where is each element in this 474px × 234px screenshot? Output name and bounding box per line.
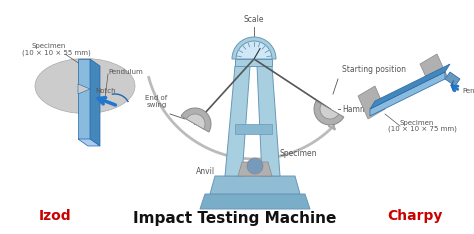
Polygon shape [90,59,100,146]
Text: End of
swing: End of swing [145,95,167,107]
Polygon shape [420,54,447,86]
Text: Specimen: Specimen [32,43,66,49]
Polygon shape [370,64,450,109]
Text: Izod: Izod [39,209,71,223]
Polygon shape [235,59,272,66]
Polygon shape [225,66,250,176]
Text: Starting position: Starting position [342,65,406,73]
Text: Pendulum: Pendulum [108,69,143,75]
Wedge shape [236,41,272,59]
Wedge shape [181,108,211,132]
Polygon shape [200,194,310,209]
Polygon shape [78,84,90,94]
Polygon shape [78,59,90,139]
Polygon shape [210,176,300,194]
Text: (10 × 10 × 55 mm): (10 × 10 × 55 mm) [22,50,91,56]
Wedge shape [247,158,263,174]
Text: Hammer: Hammer [342,105,375,113]
Ellipse shape [35,58,135,113]
Text: Pendulum: Pendulum [462,88,474,94]
Text: Anvil: Anvil [196,167,215,176]
Text: Impact Testing Machine: Impact Testing Machine [133,212,337,227]
Wedge shape [232,37,276,59]
Wedge shape [186,114,205,129]
Polygon shape [78,139,100,146]
Polygon shape [238,162,272,176]
Polygon shape [257,66,280,176]
Wedge shape [314,101,344,125]
Polygon shape [235,124,272,134]
Polygon shape [358,86,385,119]
Text: Notch: Notch [95,88,116,94]
Polygon shape [370,72,445,116]
Text: Specimen: Specimen [400,120,434,126]
Wedge shape [320,104,338,119]
Polygon shape [445,72,460,86]
Text: Scale: Scale [244,15,264,24]
Text: Specimen: Specimen [280,150,318,158]
Text: Charpy: Charpy [387,209,443,223]
Text: (10 × 10 × 75 mm): (10 × 10 × 75 mm) [388,125,457,132]
